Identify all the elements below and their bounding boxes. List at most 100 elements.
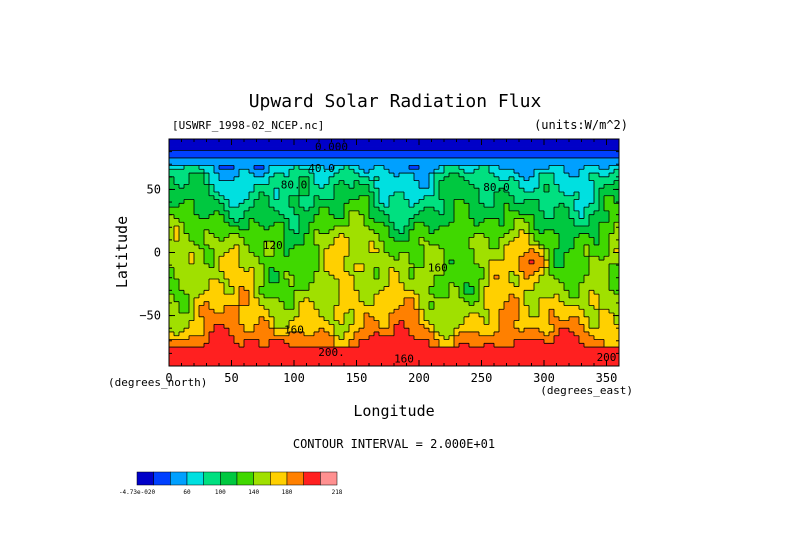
heatmap-cell (334, 260, 340, 265)
heatmap-cell (444, 260, 450, 265)
heatmap-cell (289, 173, 295, 178)
heatmap-cell (359, 335, 365, 340)
heatmap-cell (374, 286, 380, 291)
heatmap-cell (194, 275, 200, 280)
heatmap-cell (524, 207, 530, 212)
heatmap-cell (404, 203, 410, 208)
heatmap-cell (514, 210, 520, 216)
heatmap-cell (274, 176, 280, 182)
heatmap-cell (194, 180, 200, 185)
heatmap-cell (244, 256, 250, 261)
heatmap-cell (514, 207, 520, 212)
heatmap-cell (354, 305, 360, 310)
heatmap-cell (429, 169, 435, 174)
heatmap-cell (214, 324, 220, 329)
heatmap-cell (394, 237, 400, 242)
heatmap-cell (184, 328, 190, 333)
heatmap-cell (234, 252, 240, 257)
heatmap-cell (274, 244, 280, 250)
heatmap-cell (184, 320, 190, 325)
heatmap-cell (454, 278, 460, 284)
heatmap-cell (284, 275, 290, 280)
heatmap-cell (354, 286, 360, 291)
heatmap-cell (524, 188, 530, 193)
heatmap-cell (614, 294, 619, 299)
heatmap-cell (334, 244, 340, 250)
heatmap-cell (494, 252, 500, 257)
heatmap-cell (319, 316, 325, 321)
heatmap-cell (454, 267, 460, 272)
heatmap-cell (234, 320, 240, 325)
heatmap-cell (329, 210, 335, 216)
heatmap-cell (494, 233, 500, 238)
heatmap-cell (344, 157, 350, 163)
heatmap-cell (489, 195, 495, 200)
heatmap-cell (574, 199, 580, 204)
heatmap-cell (404, 199, 410, 204)
heatmap-cell (349, 173, 355, 178)
heatmap-cell (389, 301, 395, 306)
heatmap-cell (349, 207, 355, 212)
heatmap-cell (494, 328, 500, 333)
heatmap-cell (279, 347, 285, 352)
heatmap-cell (494, 214, 500, 219)
heatmap-cell (484, 237, 490, 242)
heatmap-cell (479, 154, 485, 159)
heatmap-cell (454, 165, 460, 170)
heatmap-cell (594, 199, 600, 204)
heatmap-cell (459, 210, 465, 216)
heatmap-cell (394, 199, 400, 204)
heatmap-cell (559, 226, 565, 231)
heatmap-cell (574, 195, 580, 200)
heatmap-cell (549, 260, 555, 265)
heatmap-cell (339, 150, 345, 155)
heatmap-cell (579, 313, 585, 318)
heatmap-cell (234, 339, 240, 344)
heatmap-cell (564, 252, 570, 257)
heatmap-cell (519, 320, 525, 325)
heatmap-cell (254, 161, 260, 166)
heatmap-cell (509, 343, 515, 348)
heatmap-cell (289, 313, 295, 318)
heatmap-cell (344, 218, 350, 223)
heatmap-cell (444, 244, 450, 250)
heatmap-cell (469, 328, 475, 333)
heatmap-cell (324, 290, 330, 295)
heatmap-cell (169, 316, 175, 321)
heatmap-cell (509, 139, 515, 144)
heatmap-cell (569, 214, 575, 219)
heatmap-cell (384, 328, 390, 333)
heatmap-cell (404, 331, 410, 337)
heatmap-cell (344, 191, 350, 197)
heatmap-cell (594, 309, 600, 314)
heatmap-cell (219, 184, 225, 189)
heatmap-cell (504, 244, 510, 250)
heatmap-cell (324, 154, 330, 159)
heatmap-cell (474, 226, 480, 231)
heatmap-cell (599, 226, 605, 231)
heatmap-cell (349, 331, 355, 337)
heatmap-cell (404, 305, 410, 310)
heatmap-cell (324, 347, 330, 352)
heatmap-cell (294, 286, 300, 291)
heatmap-cell (599, 339, 605, 344)
heatmap-cell (419, 290, 425, 295)
heatmap-cell (174, 286, 180, 291)
heatmap-cell (589, 191, 595, 197)
heatmap-cell (184, 191, 190, 197)
heatmap-cell (324, 316, 330, 321)
heatmap-cell (189, 226, 195, 231)
heatmap-cell (489, 313, 495, 318)
heatmap-cell (544, 260, 550, 265)
heatmap-cell (584, 180, 590, 185)
heatmap-cell (444, 139, 450, 144)
heatmap-cell (554, 309, 560, 314)
heatmap-cell (489, 252, 495, 257)
heatmap-cell (244, 339, 250, 344)
heatmap-cell (274, 309, 280, 314)
heatmap-cell (344, 184, 350, 189)
heatmap-cell (339, 278, 345, 284)
heatmap-cell (314, 176, 320, 182)
heatmap-cell (254, 286, 260, 291)
heatmap-cell (509, 309, 515, 314)
